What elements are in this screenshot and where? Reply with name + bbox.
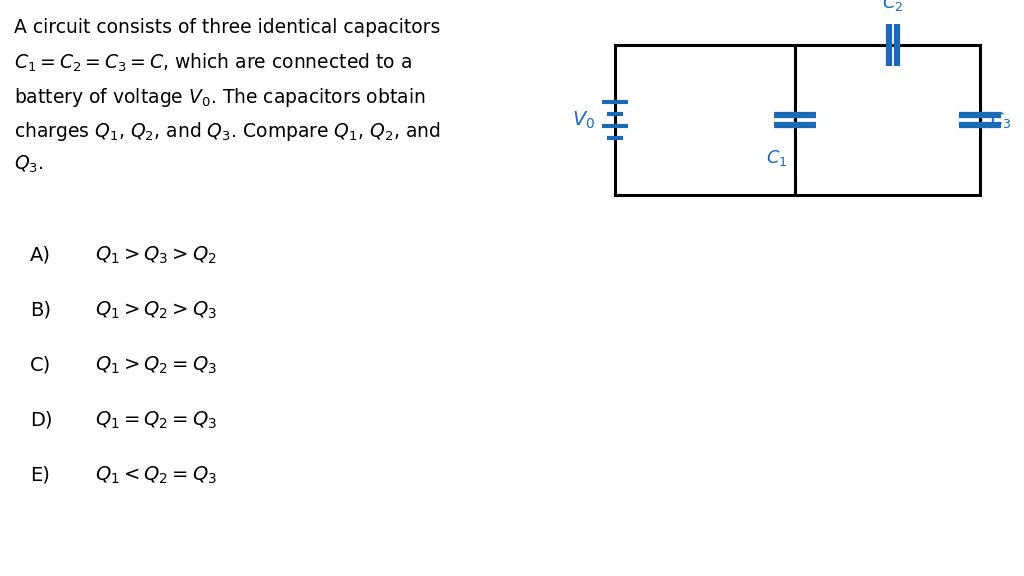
Text: D): D) [30,411,52,430]
Text: $Q_1 > Q_2 = Q_3$: $Q_1 > Q_2 = Q_3$ [95,354,217,376]
Text: $V_0$: $V_0$ [572,109,595,131]
Text: charges $Q_1$, $Q_2$, and $Q_3$. Compare $Q_1$, $Q_2$, and: charges $Q_1$, $Q_2$, and $Q_3$. Compare… [14,120,440,143]
Text: $Q_1 < Q_2 = Q_3$: $Q_1 < Q_2 = Q_3$ [95,464,217,486]
Text: $C_1 = C_2 = C_3 = C$, which are connected to a: $C_1 = C_2 = C_3 = C$, which are connect… [14,52,412,74]
Text: battery of voltage $V_0$. The capacitors obtain: battery of voltage $V_0$. The capacitors… [14,86,426,109]
Text: $Q_1 = Q_2 = Q_3$: $Q_1 = Q_2 = Q_3$ [95,410,217,431]
Text: $C_1$: $C_1$ [766,148,787,168]
Text: A circuit consists of three identical capacitors: A circuit consists of three identical ca… [14,18,440,37]
Text: $Q_1 > Q_2 > Q_3$: $Q_1 > Q_2 > Q_3$ [95,300,217,321]
Text: $C_3$: $C_3$ [990,110,1012,130]
Text: B): B) [30,301,51,320]
Text: C): C) [30,355,51,374]
Text: $Q_3$.: $Q_3$. [14,154,44,175]
Text: A): A) [30,245,51,264]
Text: E): E) [30,465,50,484]
Text: $C_2$: $C_2$ [882,0,903,13]
Text: $Q_1 > Q_3 > Q_2$: $Q_1 > Q_3 > Q_2$ [95,244,217,266]
